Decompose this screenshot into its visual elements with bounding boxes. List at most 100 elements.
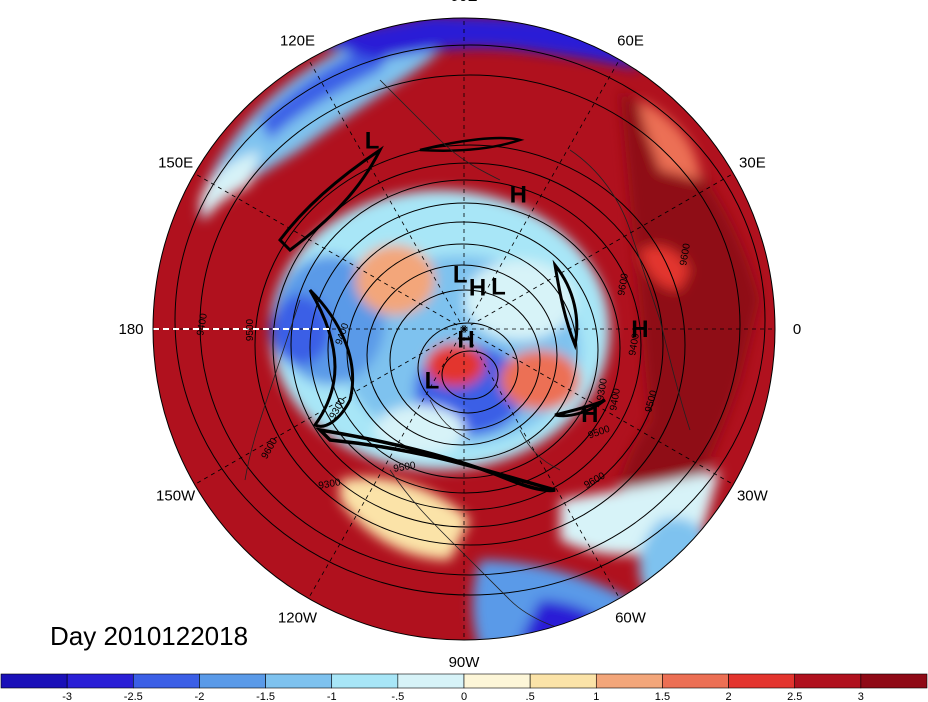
contour-ring — [366, 264, 558, 446]
low-pressure-label: L — [425, 367, 440, 394]
contour-ring — [309, 202, 621, 494]
contour-ring — [290, 179, 642, 511]
colorbar-swatch — [595, 673, 663, 689]
field-blobs — [200, 18, 760, 640]
blob-cold-east-asia — [260, 35, 400, 140]
colorbar-swatch — [728, 673, 796, 689]
blob-greenland-warm — [500, 350, 580, 410]
colorbar-tick-label: -2 — [195, 691, 205, 702]
meridian-line — [463, 59, 620, 330]
colorbar-swatch — [199, 673, 266, 689]
blob-neutral-west — [200, 150, 260, 220]
blob-canada-neutral — [375, 405, 465, 455]
longitude-label: 30W — [737, 488, 769, 505]
jet-contour-alaska — [308, 288, 355, 428]
low-pressure-label: L — [365, 127, 380, 154]
jet-contour-europe — [552, 259, 579, 351]
colorbar-tick-label: -3 — [62, 691, 72, 702]
colorbar-swatch — [463, 673, 531, 689]
longitude-label: 120W — [278, 609, 318, 626]
high-pressure-label: H — [581, 401, 598, 428]
blob-warm-europe — [617, 90, 760, 560]
colorbar-tick-label: 3 — [858, 691, 864, 702]
blob-neutral-us — [340, 477, 470, 560]
blob-europe-accent — [640, 246, 690, 290]
meridian-line — [308, 59, 465, 330]
longitude-label: 120E — [280, 33, 315, 50]
longitude-label: 60E — [617, 33, 644, 50]
contour-ring — [346, 243, 578, 461]
colorbar-swatch — [529, 673, 597, 689]
contour-value-label: 9300 — [595, 377, 610, 401]
anomaly-field — [153, 18, 775, 640]
meridian-line — [463, 328, 734, 485]
longitude-label: 150W — [156, 488, 196, 505]
blob-siberia-warm — [355, 245, 435, 315]
contour-value-label: 9400 — [627, 332, 642, 356]
low-pressure-label: L — [491, 273, 506, 300]
geopotential-contours — [174, 44, 766, 596]
meridians — [153, 18, 775, 640]
contour-value-label: 9400 — [195, 312, 210, 336]
colorbar-tick-label: 1 — [593, 691, 599, 702]
coastline-canada-arctic — [429, 399, 471, 441]
contour-ring — [199, 74, 741, 576]
colorbar-tick-label: 2.5 — [787, 691, 802, 702]
contour-ring — [417, 322, 519, 414]
colorbar-swatch — [662, 673, 729, 689]
contour-value-label: 9600 — [616, 272, 631, 296]
colorbar-tick-label: -1.5 — [256, 691, 275, 702]
high-pressure-label: H — [510, 182, 527, 209]
high-pressure-label: H — [631, 316, 648, 343]
contour-value-label: 9500 — [245, 318, 256, 341]
jet-contour-atlantic — [554, 398, 606, 418]
jet-contour-north-america — [314, 427, 556, 493]
colorbar-swatch — [66, 673, 134, 689]
longitude-label: 90W — [449, 654, 481, 671]
colorbar-tick-label: -.5 — [391, 691, 404, 702]
contour-ring — [441, 350, 499, 400]
meridian-line — [308, 328, 465, 599]
low-pressure-label: L — [453, 261, 468, 288]
contour-ring — [254, 144, 686, 546]
longitude-label: 90E — [451, 0, 478, 5]
coastline-asia — [379, 79, 501, 181]
longitude-label: 60W — [615, 609, 647, 626]
blob-cool-east-asia — [200, 20, 470, 220]
colorbar-tick-label: 2 — [726, 691, 732, 702]
high-pressure-label: H — [469, 274, 486, 301]
meridian-line — [463, 173, 734, 330]
colorbar-tick-label: -1 — [327, 691, 337, 702]
high-pressure-label: H — [457, 327, 474, 354]
coastlines — [244, 79, 691, 640]
blob-arctic-warm — [425, 343, 485, 387]
contour-value-label: 9300 — [318, 477, 342, 492]
meridian-line — [463, 328, 620, 599]
contour-value-label: 9500 — [393, 460, 417, 475]
blob-ne-accent — [640, 100, 700, 180]
jet-contour-pacific — [278, 145, 384, 252]
colorbar-swatch — [0, 673, 68, 689]
longitude-label: 180 — [118, 321, 143, 338]
colorbar-tick-label: 0 — [461, 691, 467, 702]
contour-value-label: 9600 — [678, 242, 693, 266]
contour-ring — [327, 221, 599, 479]
colorbar-tick-label: -2.5 — [124, 691, 143, 702]
date-label: Day 2010122018 — [50, 621, 248, 651]
coastline-europe — [569, 149, 691, 431]
map-boundary — [152, 17, 776, 641]
contour-ring — [174, 44, 766, 596]
colorbar-tick-label: 1.5 — [655, 691, 670, 702]
colorbar-swatch — [331, 673, 399, 689]
contour-ring — [389, 289, 541, 431]
coastline-americas — [389, 469, 601, 640]
longitude-label: 30E — [739, 155, 766, 172]
longitude-label: 150E — [158, 155, 193, 172]
longitude-labels: 90E 60E 30E 0 30W 60W 90W 120W 150W 180 150E 120E — [118, 0, 801, 671]
colorbar-tick-label: .5 — [526, 691, 535, 702]
coastline-alaska — [244, 299, 301, 481]
meridian-line — [194, 173, 465, 330]
colorbar-swatch — [132, 673, 200, 689]
